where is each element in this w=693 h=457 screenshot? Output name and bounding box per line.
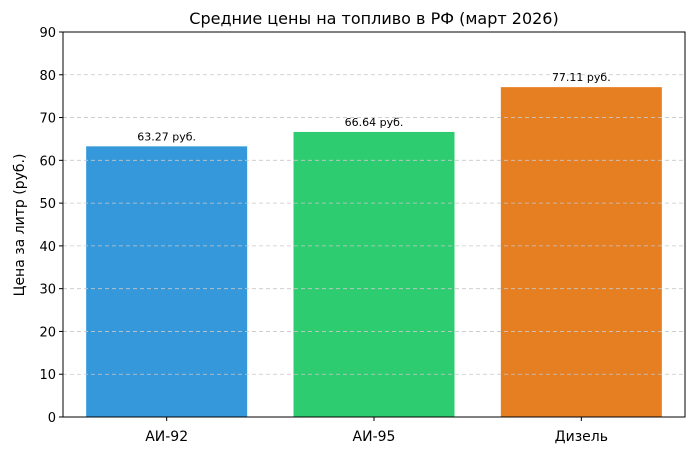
bar-1 xyxy=(86,146,248,417)
data-label: 77.11 руб. xyxy=(552,71,611,84)
x-tick-label: Дизель xyxy=(555,429,608,445)
y-tick-label: 60 xyxy=(39,154,56,169)
bar-2 xyxy=(293,131,455,417)
y-tick-label: 90 xyxy=(39,26,56,41)
y-tick-label: 10 xyxy=(39,368,56,383)
x-tick-label: АИ-95 xyxy=(353,429,396,445)
chart-title: Средние цены на топливо в РФ (март 2026) xyxy=(189,9,558,28)
y-tick-label: 80 xyxy=(39,69,56,84)
y-tick-label: 20 xyxy=(39,325,56,340)
data-label: 63.27 руб. xyxy=(137,130,196,143)
y-axis-label: Цена за литр (руб.) xyxy=(12,154,28,297)
plot-frame xyxy=(62,31,686,418)
y-tick-label: 0 xyxy=(48,411,56,426)
y-tick-label: 70 xyxy=(39,112,56,127)
x-tick-label: АИ-92 xyxy=(145,429,188,445)
bar-3 xyxy=(500,87,662,417)
y-tick-label: 50 xyxy=(39,197,56,212)
y-tick-label: 30 xyxy=(39,283,56,298)
y-tick-label: 40 xyxy=(39,240,56,255)
data-label: 66.64 руб. xyxy=(345,116,404,129)
